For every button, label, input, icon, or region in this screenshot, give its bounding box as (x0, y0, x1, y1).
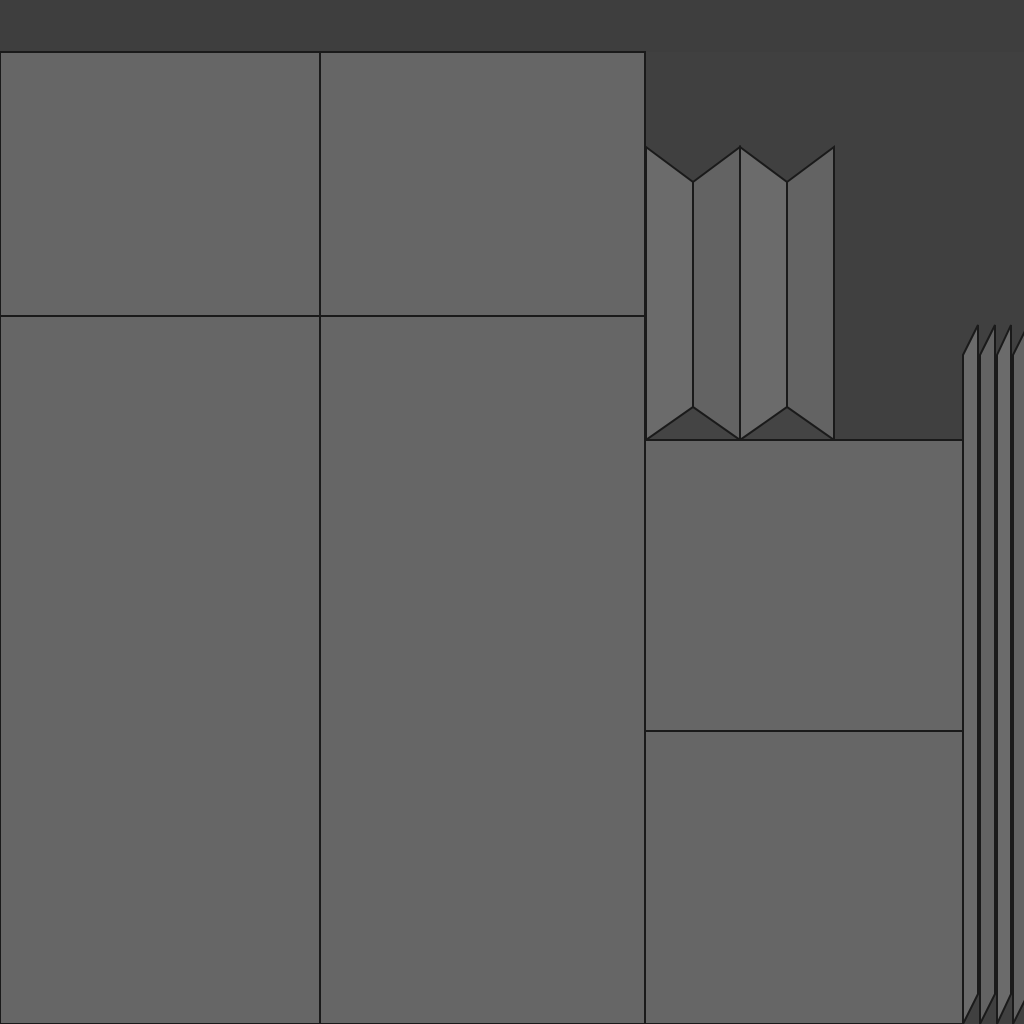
accordion-secondary-blade-3[interactable] (996, 324, 1012, 1024)
header-band (0, 0, 1024, 52)
notch-shadow-right (740, 407, 834, 440)
accordion-secondary[interactable] (962, 324, 1024, 1024)
accordion-primary[interactable] (645, 145, 835, 442)
cell-bottom-right[interactable] (319, 315, 646, 1024)
accordion-secondary-blade-4[interactable] (1012, 325, 1024, 1024)
notch-shadow-left (646, 407, 740, 440)
accordion-primary-blade-2[interactable] (692, 145, 741, 442)
accordion-primary-blade-4[interactable] (786, 145, 835, 442)
cell-right-lower[interactable] (644, 730, 964, 1024)
accordion-secondary-blade-2[interactable] (979, 324, 996, 1024)
left-panel-group[interactable] (0, 51, 646, 1024)
cell-right-upper[interactable] (644, 439, 964, 732)
cell-top-left[interactable] (0, 51, 321, 317)
accordion-primary-blade-1[interactable] (645, 145, 694, 442)
right-lower-panel-group[interactable] (644, 439, 964, 1024)
cell-top-right[interactable] (319, 51, 646, 317)
cell-bottom-left[interactable] (0, 315, 321, 1024)
accordion-secondary-blade-1[interactable] (962, 324, 979, 1024)
accordion-primary-blade-3[interactable] (739, 145, 788, 442)
